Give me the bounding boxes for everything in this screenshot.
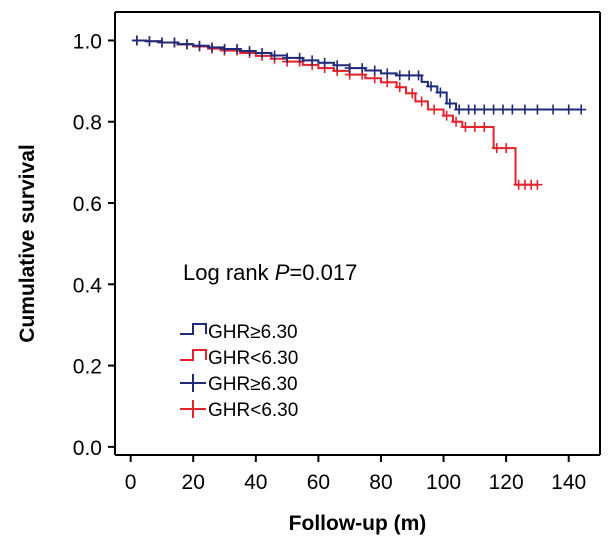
- x-tick-label: 100: [426, 471, 461, 494]
- censor-mark: [507, 104, 518, 115]
- logrank-p-value: =0.017: [289, 260, 357, 285]
- censor-mark: [429, 104, 440, 115]
- censor-mark: [501, 143, 512, 154]
- y-tick-label: 0.6: [73, 193, 102, 216]
- censor-mark: [479, 122, 490, 133]
- censor-mark: [244, 46, 255, 57]
- censor-mark: [435, 87, 446, 98]
- censor-mark: [451, 116, 462, 127]
- x-axis-title: Follow-up (m): [289, 512, 427, 535]
- censor-mark: [307, 55, 318, 66]
- censor-mark: [382, 77, 393, 88]
- y-ticks: 0.0 0.2 0.4 0.6 0.8 1.0: [73, 30, 115, 460]
- y-tick-label: 0.0: [73, 437, 102, 460]
- censor-mark: [394, 70, 405, 81]
- censor-mark: [413, 70, 424, 81]
- censor-mark: [181, 39, 192, 50]
- censor-mark: [576, 104, 587, 115]
- x-tick-label: 120: [489, 471, 524, 494]
- censor-mark: [460, 122, 471, 133]
- plot-axes: [114, 11, 601, 456]
- series-layer: [131, 35, 587, 190]
- censor-mark: [532, 179, 543, 190]
- legend-entry: GHR≥6.30: [180, 374, 298, 395]
- censor-mark: [319, 57, 330, 68]
- censor-mark: [548, 104, 559, 115]
- censor-mark: [219, 43, 230, 54]
- x-ticks: 0 20 40 60 80 100 120 140: [125, 455, 586, 494]
- censor-mark: [404, 70, 415, 81]
- censor-mark: [332, 60, 343, 71]
- censor-mark: [416, 96, 427, 107]
- censor-mark: [469, 104, 480, 115]
- x-tick-label: 60: [307, 471, 330, 494]
- logrank-p-symbol: P: [275, 260, 290, 285]
- censor-mark: [269, 50, 280, 61]
- x-tick-label: 40: [244, 471, 267, 494]
- censor-mark: [194, 40, 205, 51]
- censor-mark: [357, 63, 368, 74]
- censor-mark: [407, 88, 418, 99]
- legend-entry: GHR<6.30: [180, 400, 298, 421]
- censor-mark: [382, 68, 393, 79]
- censor-mark: [532, 104, 543, 115]
- censor-mark: [369, 65, 380, 76]
- censor-mark: [232, 43, 243, 54]
- x-tick-label: 20: [182, 471, 205, 494]
- censor-mark: [469, 122, 480, 133]
- logrank-annotation: Log rank P=0.017: [183, 260, 357, 285]
- series-ghr-low: [131, 35, 543, 190]
- legend-label: GHR≥6.30: [208, 322, 298, 343]
- y-tick-label: 0.2: [73, 356, 102, 379]
- y-tick-label: 0.4: [73, 274, 103, 297]
- censor-mark: [344, 63, 355, 74]
- censor-mark: [444, 98, 455, 109]
- censor-mark: [294, 52, 305, 63]
- censor-mark: [156, 37, 167, 48]
- logrank-prefix: Log rank: [183, 260, 275, 285]
- censor-mark: [563, 104, 574, 115]
- censor-mark: [491, 143, 502, 154]
- legend: GHR≥6.30 GHR<6.30 GHR≥6.30 GHR<6.30: [180, 322, 298, 421]
- censor-mark: [282, 52, 293, 63]
- x-tick-label: 80: [369, 471, 392, 494]
- censor-mark: [441, 110, 452, 121]
- censor-mark: [131, 35, 142, 46]
- legend-entry: GHR≥6.30: [180, 322, 298, 343]
- x-tick-label: 0: [125, 471, 137, 494]
- y-tick-label: 1.0: [73, 30, 102, 53]
- censor-mark: [454, 104, 465, 115]
- censor-mark: [519, 104, 530, 115]
- legend-plus-symbol: [180, 374, 206, 392]
- y-axis-title: Cumulative survival: [16, 144, 39, 342]
- censor-mark: [498, 104, 508, 115]
- censor-mark: [257, 48, 268, 59]
- censor-mark: [426, 81, 437, 92]
- series-ghr-high: [131, 35, 587, 115]
- legend-plus-symbol: [180, 400, 206, 418]
- legend-entry: GHR<6.30: [180, 348, 298, 369]
- censor-mark: [479, 104, 490, 115]
- censor-mark: [488, 104, 499, 115]
- survival-step-line: [133, 39, 538, 186]
- legend-label: GHR≥6.30: [208, 374, 298, 395]
- censor-mark: [169, 37, 180, 48]
- y-tick-label: 0.8: [73, 112, 102, 135]
- censor-mark: [144, 36, 155, 47]
- legend-label: GHR<6.30: [208, 400, 298, 421]
- legend-step-symbol: [180, 349, 207, 361]
- censor-mark: [394, 82, 405, 93]
- censor-mark: [207, 42, 217, 53]
- legend-label: GHR<6.30: [208, 348, 298, 369]
- legend-step-symbol: [180, 323, 207, 335]
- x-tick-label: 140: [551, 471, 586, 494]
